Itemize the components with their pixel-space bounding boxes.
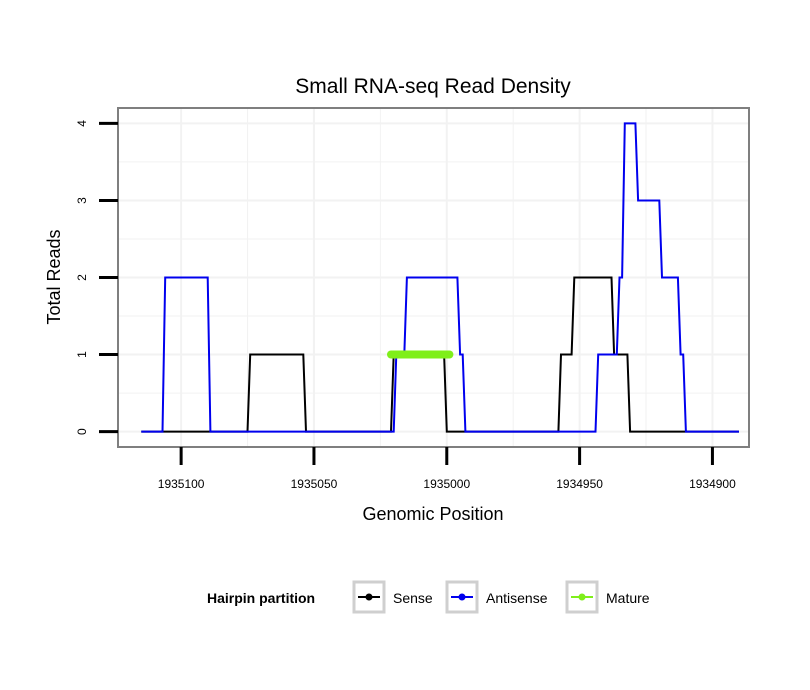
y-axis-title: Total Reads [44,229,64,324]
x-axis: 1935100 1935050 1935000 1934950 1934900 [158,447,736,491]
y-tick-label: 3 [75,197,89,204]
legend-key-dot [578,593,586,601]
x-tick-label: 1935050 [291,477,338,491]
legend-label-mature: Mature [606,590,650,606]
x-tick-label: 1934900 [689,477,736,491]
series-group [141,122,739,433]
y-tick-label: 4 [75,120,89,127]
legend-key-dot [365,593,373,601]
series-line-antisense [141,122,739,433]
legend: Hairpin partition Sense Antisense Mature [207,580,650,614]
y-tick-label: 1 [75,351,89,358]
y-tick-label: 2 [75,274,89,281]
legend-label-antisense: Antisense [486,590,548,606]
legend-title: Hairpin partition [207,590,315,606]
y-tick-label: 0 [75,428,89,435]
y-axis: 0 1 2 3 4 [75,120,118,435]
x-tick-label: 1934950 [556,477,603,491]
legend-key-dot [458,593,466,601]
chart-title: Small RNA-seq Read Density [295,75,571,98]
x-axis-title: Genomic Position [362,504,503,524]
x-tick-label: 1935100 [158,477,205,491]
legend-label-sense: Sense [393,590,433,606]
x-tick-label: 1935000 [423,477,470,491]
